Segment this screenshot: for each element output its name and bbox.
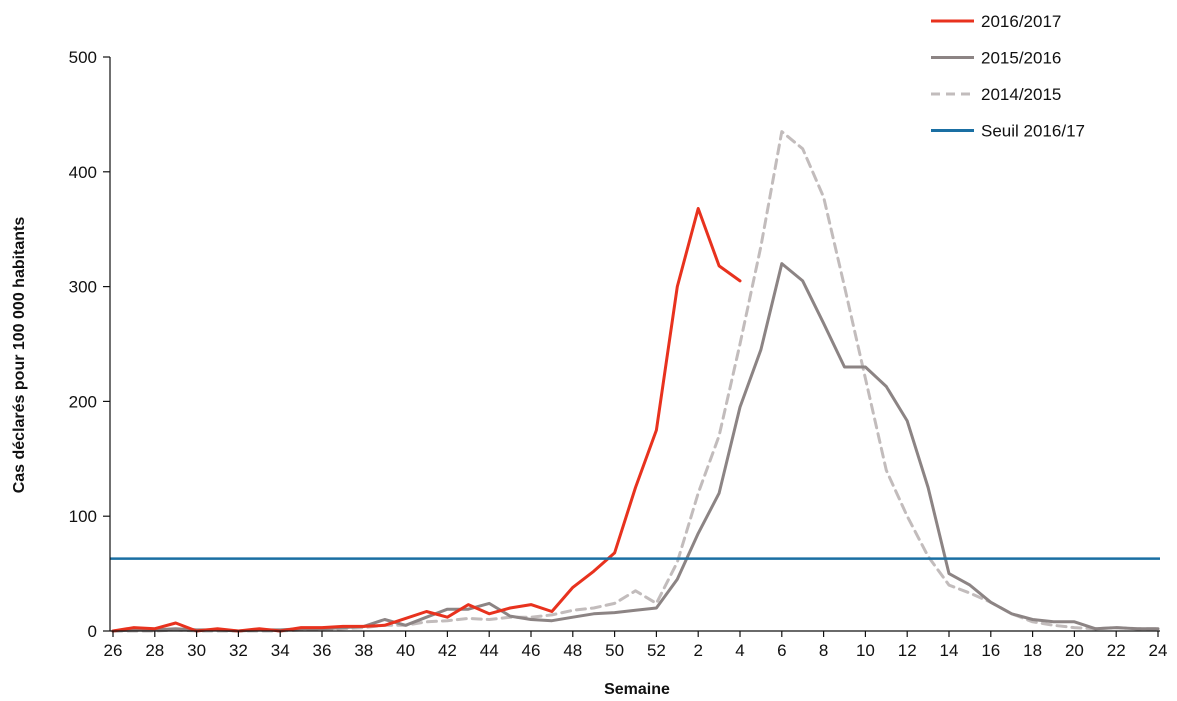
x-tick-label: 22 bbox=[1107, 641, 1126, 660]
x-tick-label: 24 bbox=[1149, 641, 1168, 660]
x-ticks: 26 28 30 32 34 36 38 40 42 44 46 48 50 52 2 4 6 8 10 12 14 16… bbox=[104, 631, 1168, 660]
legend-label: 2016/2017 bbox=[981, 12, 1061, 31]
x-tick-label: 8 bbox=[819, 641, 828, 660]
x-tick-label: 6 bbox=[777, 641, 786, 660]
x-tick-label: 48 bbox=[563, 641, 582, 660]
legend-label: Seuil 2016/17 bbox=[981, 122, 1085, 141]
x-tick-label: 34 bbox=[271, 641, 290, 660]
series-line-2016-2017 bbox=[111, 207, 742, 633]
x-tick-label: 28 bbox=[145, 641, 164, 660]
y-tick-label: 300 bbox=[69, 278, 97, 297]
y-ticks: 0 100 200 300 400 500 bbox=[69, 48, 110, 641]
plot-lines bbox=[110, 130, 1160, 633]
y-tick-label: 400 bbox=[69, 163, 97, 182]
x-tick-label: 18 bbox=[1023, 641, 1042, 660]
x-tick-label: 26 bbox=[104, 641, 123, 660]
legend-label: 2014/2015 bbox=[981, 85, 1061, 104]
x-tick-label: 12 bbox=[898, 641, 917, 660]
y-tick-label: 100 bbox=[69, 507, 97, 526]
x-tick-label: 20 bbox=[1065, 641, 1084, 660]
x-tick-label: 40 bbox=[396, 641, 415, 660]
x-tick-label: 32 bbox=[229, 641, 248, 660]
x-tick-label: 42 bbox=[438, 641, 457, 660]
x-tick-label: 44 bbox=[480, 641, 499, 660]
y-axis-title: Cas déclarés pour 100 000 habitants bbox=[11, 217, 28, 494]
x-tick-label: 4 bbox=[735, 641, 744, 660]
series-line-2014-2015 bbox=[111, 130, 1160, 633]
x-tick-label: 38 bbox=[354, 641, 373, 660]
x-tick-label: 46 bbox=[522, 641, 541, 660]
x-axis-title: Semaine bbox=[604, 681, 670, 698]
y-tick-label: 200 bbox=[69, 392, 97, 411]
y-tick-label: 0 bbox=[88, 622, 97, 641]
x-tick-label: 16 bbox=[981, 641, 1000, 660]
x-tick-label: 10 bbox=[856, 641, 875, 660]
legend-label: 2015/2016 bbox=[981, 49, 1061, 68]
legend: 2016/2017 2015/2016 2014/2015 Seuil 2016/17 bbox=[931, 12, 1085, 141]
x-tick-label: 36 bbox=[313, 641, 332, 660]
x-tick-label: 2 bbox=[693, 641, 702, 660]
axes bbox=[109, 57, 1160, 632]
x-tick-label: 14 bbox=[940, 641, 959, 660]
series-line-2015-2016 bbox=[111, 262, 1160, 633]
x-tick-label: 52 bbox=[647, 641, 666, 660]
y-tick-label: 500 bbox=[69, 48, 97, 67]
x-tick-label: 30 bbox=[187, 641, 206, 660]
x-tick-label: 50 bbox=[605, 641, 624, 660]
